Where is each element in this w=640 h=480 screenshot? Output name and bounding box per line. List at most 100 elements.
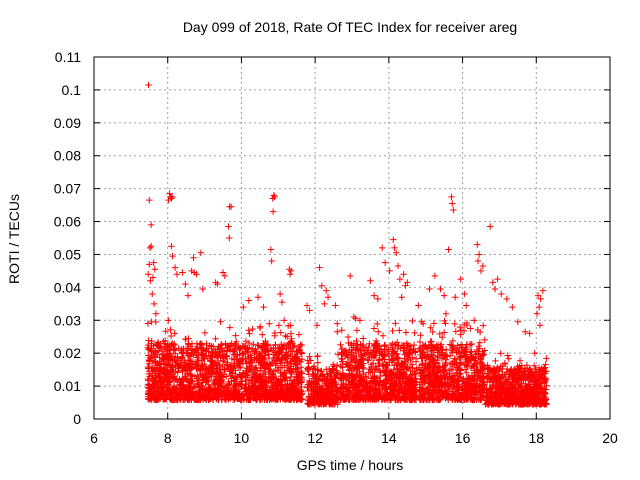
data-point — [255, 342, 262, 349]
data-point — [167, 326, 174, 333]
y-tick-label: 0.05 — [54, 246, 81, 262]
data-point — [265, 365, 272, 372]
data-point — [237, 364, 244, 371]
data-point — [316, 383, 323, 390]
data-point — [210, 396, 217, 403]
data-point — [239, 351, 247, 358]
data-point — [242, 345, 250, 353]
data-point — [375, 328, 382, 335]
x-tick-label: 12 — [307, 430, 323, 446]
data-point — [264, 342, 271, 349]
data-point — [304, 357, 311, 364]
data-point — [150, 391, 158, 398]
data-point — [324, 373, 331, 381]
data-point — [164, 341, 171, 348]
data-point — [230, 377, 237, 385]
data-point — [318, 372, 326, 379]
data-point — [251, 348, 258, 356]
x-tick-label: 20 — [602, 430, 618, 446]
data-point — [165, 373, 173, 380]
data-point — [176, 392, 183, 399]
data-point — [219, 383, 227, 391]
data-point — [306, 353, 313, 360]
data-point — [312, 366, 319, 374]
data-point — [162, 337, 169, 344]
data-point — [175, 345, 182, 352]
data-point — [268, 358, 276, 366]
data-point — [237, 394, 244, 402]
data-point — [250, 341, 257, 348]
data-point — [297, 341, 304, 348]
data-point — [283, 355, 291, 362]
data-point — [284, 359, 291, 367]
data-point — [314, 398, 321, 406]
data-point — [151, 380, 159, 387]
data-point — [293, 354, 301, 362]
data-point — [182, 363, 190, 370]
data-point — [192, 345, 200, 352]
data-point — [212, 352, 220, 360]
data-point — [283, 384, 290, 392]
data-point — [289, 353, 297, 360]
data-point — [145, 346, 153, 353]
data-point — [296, 346, 304, 354]
data-point — [288, 335, 295, 342]
data-point — [222, 396, 230, 404]
data-point — [196, 384, 203, 391]
data-point — [248, 359, 256, 367]
data-point — [232, 332, 239, 339]
data-point — [188, 372, 195, 379]
data-point — [310, 363, 318, 370]
data-point — [153, 362, 161, 369]
data-point — [195, 357, 202, 364]
data-point — [310, 371, 317, 378]
y-tick-label: 0.09 — [54, 115, 81, 131]
data-point — [247, 396, 254, 403]
data-point — [278, 381, 286, 388]
data-point — [297, 395, 304, 403]
data-point — [185, 335, 192, 342]
data-point — [238, 373, 246, 380]
x-tick-label: 18 — [528, 430, 544, 446]
data-point — [246, 344, 253, 352]
data-point — [177, 381, 185, 389]
data-point — [260, 385, 268, 393]
data-point — [178, 363, 185, 371]
data-point — [172, 376, 179, 383]
data-point — [152, 396, 159, 403]
data-point — [169, 353, 177, 360]
x-tick-label: 6 — [90, 430, 98, 446]
data-point — [152, 349, 160, 356]
data-point — [229, 393, 236, 400]
data-point — [283, 395, 291, 402]
data-point — [164, 350, 172, 358]
data-point — [223, 373, 230, 380]
data-point — [160, 355, 167, 363]
data-point — [253, 384, 261, 392]
data-point — [242, 384, 250, 392]
data-point — [286, 339, 293, 347]
data-point — [259, 331, 266, 338]
data-point — [237, 371, 245, 379]
data-point — [195, 395, 203, 402]
data-point — [228, 362, 236, 369]
data-point — [230, 387, 238, 394]
x-tick-label: 16 — [455, 430, 471, 446]
data-point — [166, 384, 174, 392]
data-point — [191, 348, 199, 355]
data-point — [295, 331, 303, 338]
data-point — [200, 355, 207, 362]
data-point — [277, 343, 285, 351]
data-point — [166, 379, 173, 386]
data-point — [208, 348, 215, 356]
data-point — [266, 375, 274, 382]
data-point — [199, 392, 206, 399]
data-point — [310, 397, 318, 405]
data-point — [216, 392, 223, 400]
data-point — [226, 324, 234, 331]
data-point — [254, 354, 262, 361]
data-point — [188, 396, 195, 404]
data-point — [206, 371, 214, 378]
data-point — [255, 376, 262, 383]
